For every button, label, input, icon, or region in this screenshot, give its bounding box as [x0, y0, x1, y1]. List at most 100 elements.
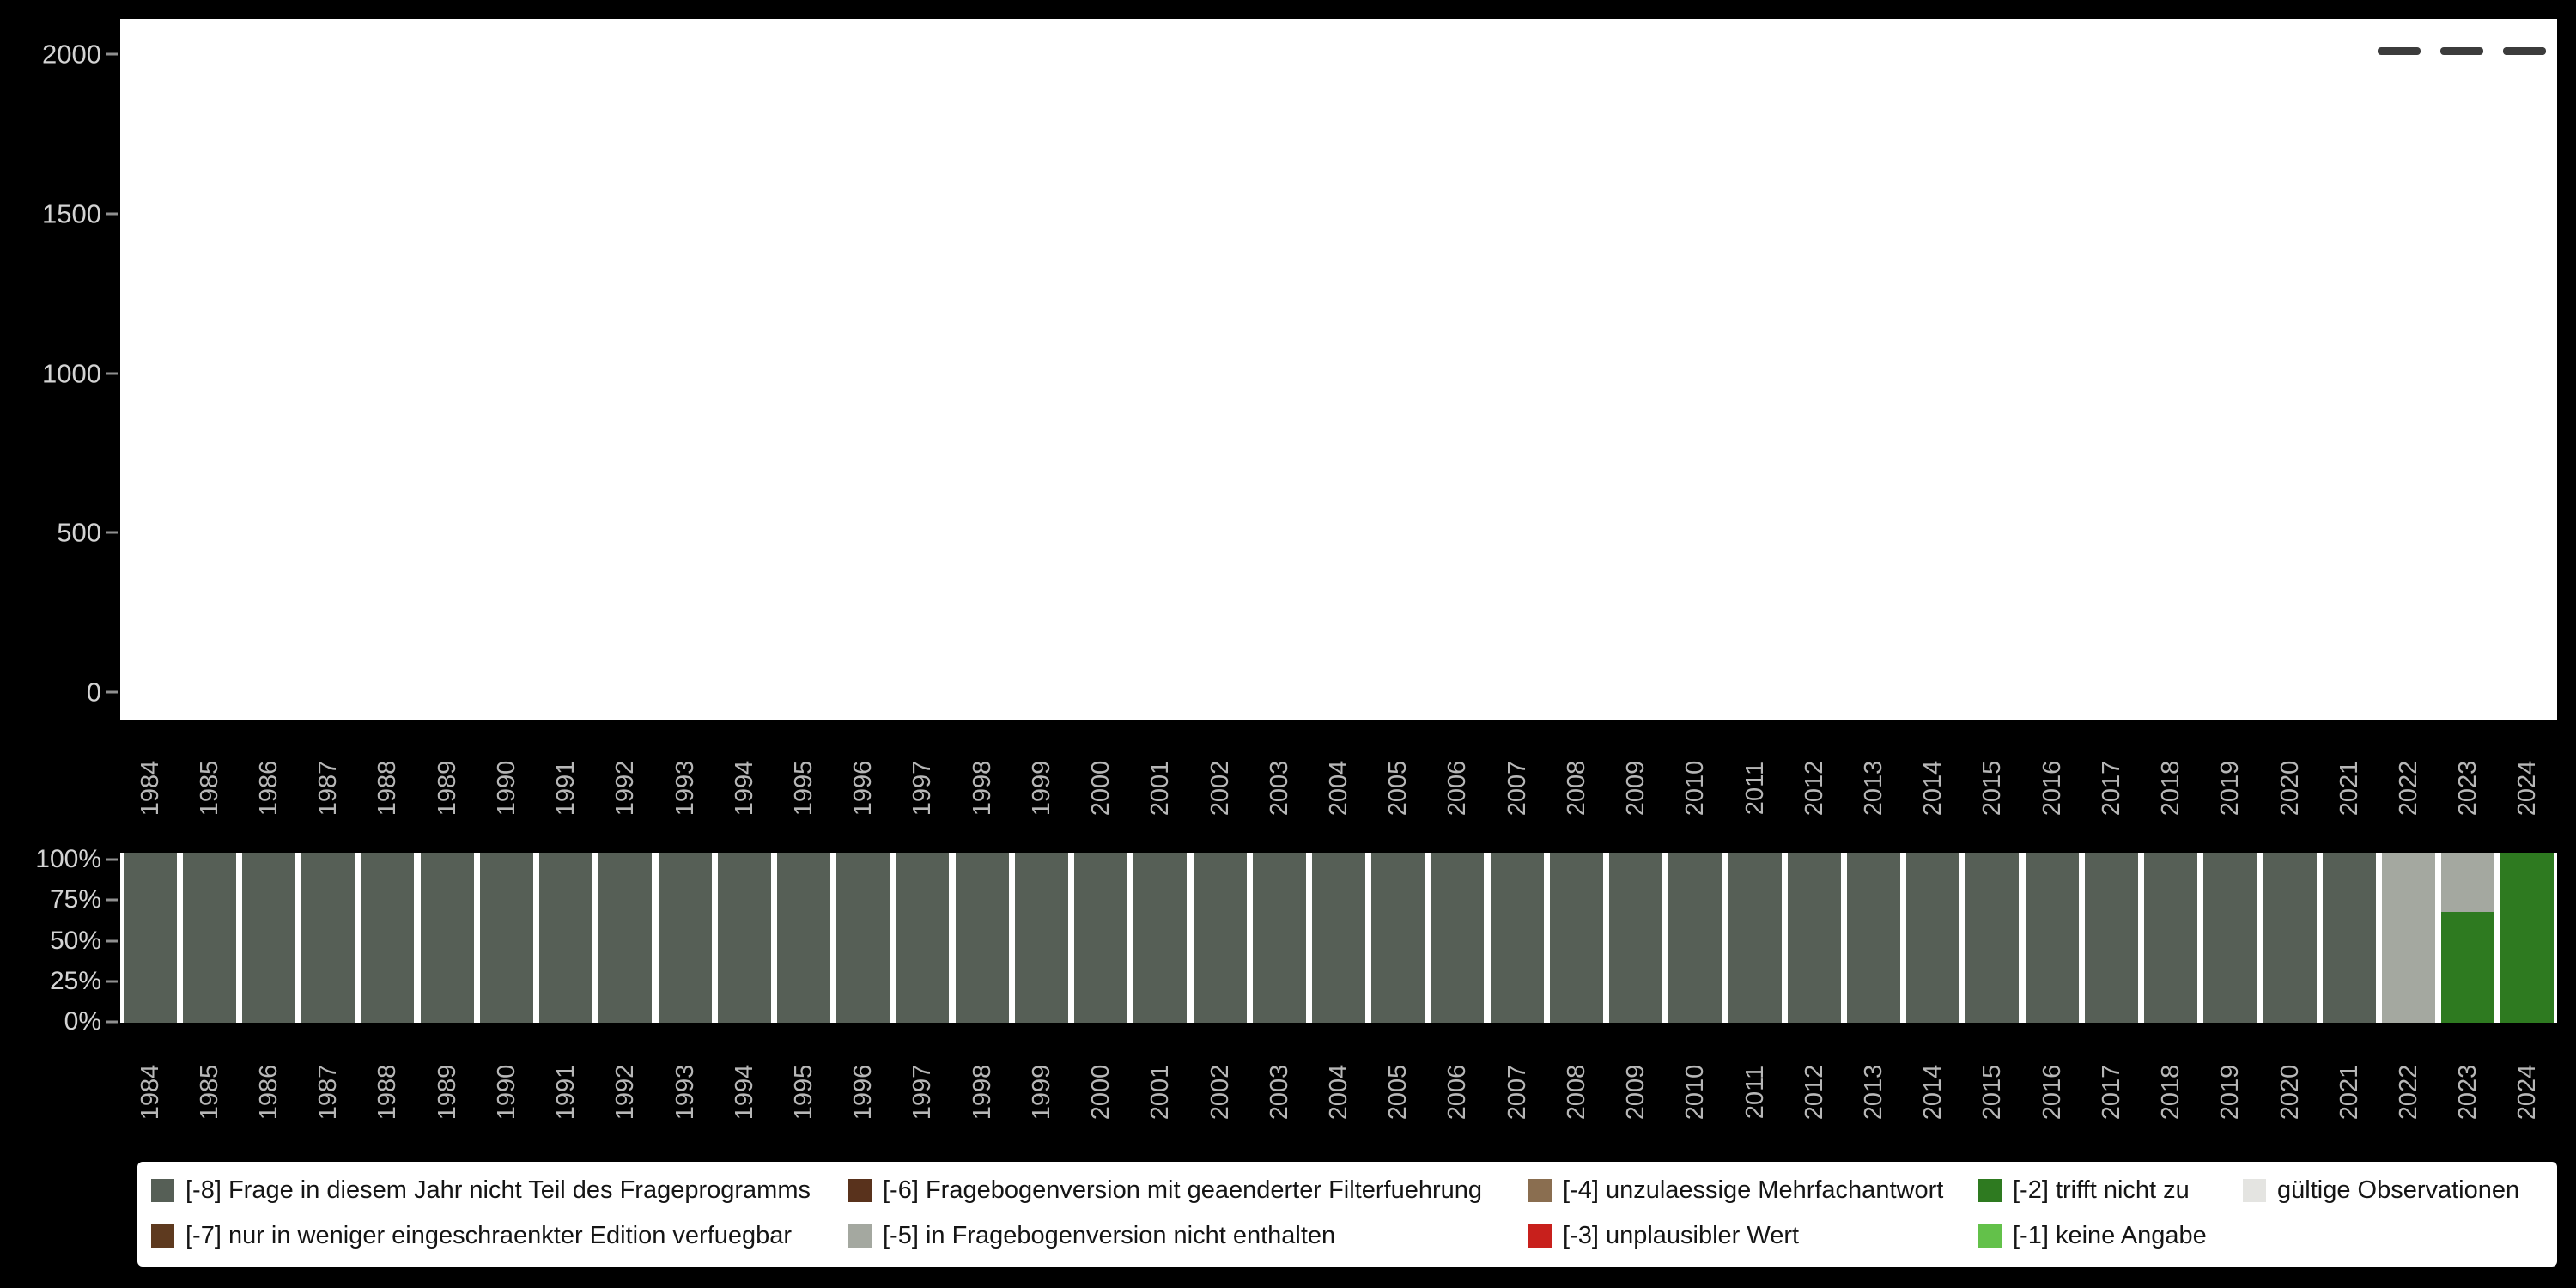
stacked-bar-1992[interactable] — [598, 853, 653, 1023]
bar-segment[interactable] — [2263, 853, 2317, 1023]
bar-segment[interactable] — [1787, 853, 1841, 1023]
bar-segment[interactable] — [1965, 853, 2020, 1023]
chart-menu-icon[interactable] — [2378, 47, 2546, 55]
legend-item-m2[interactable]: [-2] trifft nicht zu — [1978, 1173, 2190, 1207]
stacked-bar-2020[interactable] — [2263, 853, 2317, 1023]
bottom-x-axis-year-label: 2003 — [1265, 1064, 1293, 1121]
stacked-bar-2008[interactable] — [1549, 853, 1603, 1023]
stacked-bar-1985[interactable] — [182, 853, 236, 1023]
bar-segment[interactable] — [1371, 853, 1425, 1023]
bar-segment[interactable] — [777, 853, 831, 1023]
top-x-axis-year-label: 2002 — [1206, 760, 1234, 817]
stacked-bar-1994[interactable] — [717, 853, 771, 1023]
bar-segment[interactable] — [1252, 853, 1306, 1023]
bar-segment[interactable] — [1668, 853, 1722, 1023]
bar-segment[interactable] — [420, 853, 474, 1023]
bar-segment[interactable] — [2500, 853, 2555, 1023]
bottom-y-axis-tick-mark — [106, 898, 118, 902]
bar-segment[interactable] — [896, 853, 950, 1023]
bar-segment[interactable] — [2322, 853, 2376, 1023]
stacked-bar-1993[interactable] — [658, 853, 712, 1023]
stacked-bar-1997[interactable] — [896, 853, 950, 1023]
stacked-bar-1991[interactable] — [539, 853, 593, 1023]
bar-segment[interactable] — [182, 853, 236, 1023]
bar-segment[interactable] — [658, 853, 712, 1023]
legend-item-m6[interactable]: [-6] Fragebogenversion mit geaenderter F… — [848, 1173, 1482, 1207]
bar-segment[interactable] — [479, 853, 533, 1023]
stacked-bar-2024[interactable] — [2500, 853, 2555, 1023]
bar-segment[interactable] — [1609, 853, 1663, 1023]
stacked-bar-2017[interactable] — [2084, 853, 2138, 1023]
stacked-bar-1987[interactable] — [301, 853, 355, 1023]
top-x-axis-year-label: 1990 — [492, 760, 520, 817]
stacked-bar-1999[interactable] — [1014, 853, 1068, 1023]
bar-segment[interactable] — [2084, 853, 2138, 1023]
stacked-bar-2012[interactable] — [1787, 853, 1841, 1023]
stacked-bar-2002[interactable] — [1193, 853, 1247, 1023]
bar-segment[interactable] — [717, 853, 771, 1023]
stacked-bar-2006[interactable] — [1431, 853, 1485, 1023]
stacked-bar-2018[interactable] — [2144, 853, 2198, 1023]
stacked-bar-2010[interactable] — [1668, 853, 1722, 1023]
stacked-bar-1988[interactable] — [361, 853, 415, 1023]
stacked-bar-2011[interactable] — [1728, 853, 1782, 1023]
bar-segment[interactable] — [539, 853, 593, 1023]
stacked-bar-1995[interactable] — [777, 853, 831, 1023]
stacked-bar-1998[interactable] — [955, 853, 1009, 1023]
bar-segment[interactable] — [598, 853, 653, 1023]
stacked-bar-2009[interactable] — [1609, 853, 1663, 1023]
stacked-bar-2000[interactable] — [1074, 853, 1128, 1023]
stacked-bar-2005[interactable] — [1371, 853, 1425, 1023]
bar-segment[interactable] — [1074, 853, 1128, 1023]
bar-segment[interactable] — [123, 853, 177, 1023]
bottom-x-axis-year-label: 1997 — [908, 1064, 937, 1121]
bottom-x-axis-year-label: 1998 — [968, 1064, 996, 1121]
stacked-bar-1996[interactable] — [836, 853, 890, 1023]
stacked-bar-2016[interactable] — [2025, 853, 2079, 1023]
bar-segment[interactable] — [1549, 853, 1603, 1023]
stacked-bar-2022[interactable] — [2381, 853, 2435, 1023]
stacked-bar-2013[interactable] — [1846, 853, 1900, 1023]
stacked-bar-2004[interactable] — [1312, 853, 1365, 1023]
bar-segment[interactable] — [1133, 853, 1188, 1023]
stacked-bar-2015[interactable] — [1965, 853, 2020, 1023]
legend-item-m4[interactable]: [-4] unzulaessige Mehrfachantwort — [1528, 1173, 1943, 1207]
bar-segment[interactable] — [301, 853, 355, 1023]
bar-segment[interactable] — [2381, 853, 2435, 1023]
bar-segment[interactable] — [2203, 853, 2257, 1023]
bar-segment[interactable] — [1728, 853, 1782, 1023]
stacked-bar-2001[interactable] — [1133, 853, 1188, 1023]
stacked-bar-1989[interactable] — [420, 853, 474, 1023]
legend-item-m3[interactable]: [-3] unplausibler Wert — [1528, 1218, 1799, 1253]
legend-item-m5[interactable]: [-5] in Fragebogenversion nicht enthalte… — [848, 1218, 1335, 1253]
bar-segment[interactable] — [2441, 912, 2495, 1023]
bar-segment[interactable] — [361, 853, 415, 1023]
bar-segment[interactable] — [1014, 853, 1068, 1023]
bar-segment[interactable] — [242, 853, 296, 1023]
stacked-bar-2007[interactable] — [1490, 853, 1544, 1023]
bar-segment[interactable] — [1846, 853, 1900, 1023]
stacked-bar-2014[interactable] — [1906, 853, 1960, 1023]
stacked-bar-2021[interactable] — [2322, 853, 2376, 1023]
stacked-bar-1986[interactable] — [242, 853, 296, 1023]
stacked-bar-2003[interactable] — [1252, 853, 1306, 1023]
bar-segment[interactable] — [1490, 853, 1544, 1023]
bar-segment[interactable] — [1312, 853, 1365, 1023]
top-y-axis-tick-mark — [106, 690, 118, 694]
stacked-bar-1990[interactable] — [479, 853, 533, 1023]
legend-item-m1[interactable]: [-1] keine Angabe — [1978, 1218, 2207, 1253]
legend-item-m7[interactable]: [-7] nur in weniger eingeschraenkter Edi… — [151, 1218, 792, 1253]
bar-segment[interactable] — [1906, 853, 1960, 1023]
bar-segment[interactable] — [1431, 853, 1485, 1023]
stacked-bar-2023[interactable] — [2441, 853, 2495, 1023]
bar-segment[interactable] — [955, 853, 1009, 1023]
stacked-bar-2019[interactable] — [2203, 853, 2257, 1023]
bar-segment[interactable] — [2144, 853, 2198, 1023]
bar-segment[interactable] — [836, 853, 890, 1023]
bar-segment[interactable] — [1193, 853, 1247, 1023]
legend-item-valid[interactable]: gültige Observationen — [2243, 1173, 2519, 1207]
bar-segment[interactable] — [2025, 853, 2079, 1023]
bar-segment[interactable] — [2441, 853, 2495, 913]
stacked-bar-1984[interactable] — [123, 853, 177, 1023]
legend-item-m8[interactable]: [-8] Frage in diesem Jahr nicht Teil des… — [151, 1173, 811, 1207]
